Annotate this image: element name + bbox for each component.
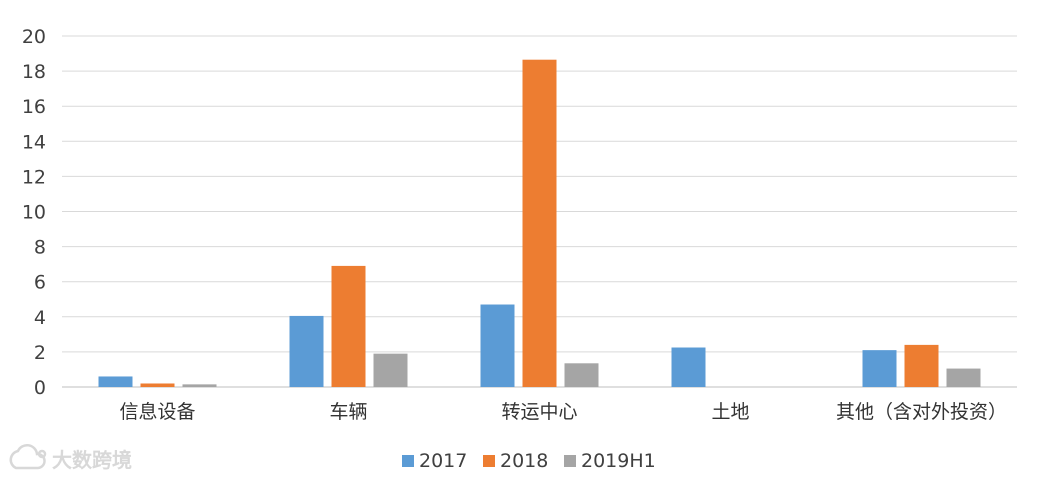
x-category-label: 土地: [711, 401, 749, 423]
legend: 2017 2018 2019H1: [402, 450, 656, 472]
x-category-label: 其他（含对外投资）: [836, 401, 1007, 423]
y-tick-label: 8: [34, 237, 46, 259]
x-axis: 信息设备 车辆 转运中心 土地 其他（含对外投资）: [119, 401, 1007, 423]
legend-swatch-2017: [402, 455, 414, 467]
bar-2017-1: [289, 315, 324, 387]
bar-2018-4: [904, 344, 939, 387]
x-category-label: 转运中心: [501, 401, 577, 423]
x-category-label: 信息设备: [119, 401, 195, 423]
legend-label-2018: 2018: [500, 450, 548, 472]
legend-swatch-2018: [483, 455, 495, 467]
y-tick-label: 12: [22, 166, 46, 188]
y-tick-label: 10: [22, 202, 46, 224]
y-tick-label: 6: [34, 272, 46, 294]
bar-2018-0: [140, 383, 175, 387]
y-tick-label: 2: [34, 342, 46, 364]
bars: [98, 59, 981, 387]
legend-swatch-2019H1: [564, 455, 576, 467]
bar-2017-0: [98, 376, 133, 387]
bar-2017-2: [480, 304, 515, 387]
y-tick-label: 4: [34, 307, 46, 329]
y-tick-label: 16: [22, 96, 46, 118]
bar-2018-2: [522, 59, 557, 387]
y-tick-label: 20: [22, 26, 46, 48]
y-tick-label: 14: [22, 131, 46, 153]
x-category-label: 车辆: [329, 401, 367, 423]
y-tick-label: 0: [34, 377, 46, 399]
legend-label-2019H1: 2019H1: [581, 450, 656, 472]
watermark: 大数跨境: [9, 444, 132, 472]
cloud-logo-icon: [9, 444, 47, 470]
watermark-text: 大数跨境: [52, 448, 132, 472]
bar-2019H1-0: [182, 384, 217, 387]
bar-2017-4: [862, 350, 897, 387]
legend-label-2017: 2017: [419, 450, 467, 472]
bar-2019H1-4: [946, 368, 981, 387]
bar-2019H1-1: [373, 353, 408, 387]
bar-2018-1: [331, 265, 366, 387]
y-axis: 0 2 4 6 8 10 12 14 16 18 20: [22, 26, 46, 399]
y-tick-label: 18: [22, 61, 46, 83]
bar-2019H1-2: [564, 363, 599, 387]
bar-2017-3: [671, 347, 706, 387]
